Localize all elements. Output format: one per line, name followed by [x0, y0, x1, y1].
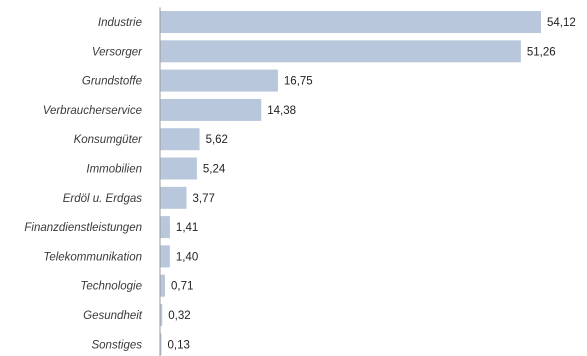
category-label: Immobilien [86, 164, 142, 176]
bar [160, 69, 278, 92]
value-label: 1,41 [176, 222, 198, 234]
category-label: Grundstoffe [82, 76, 142, 88]
category-label: Sonstiges [91, 339, 142, 351]
category-label: Technologie [80, 281, 142, 293]
category-label: Gesundheit [83, 310, 143, 322]
value-label: 3,77 [193, 193, 215, 205]
bar [160, 245, 170, 268]
bar [160, 157, 197, 180]
category-label: Telekommunikation [43, 251, 142, 263]
bar [160, 274, 165, 297]
value-label: 1,40 [176, 251, 198, 263]
bar [160, 98, 262, 121]
category-label: Versorger [92, 46, 143, 58]
bar [160, 186, 187, 209]
category-label: Erdöl u. Erdgas [63, 193, 143, 205]
bar [160, 304, 163, 326]
value-label: 54,12 [547, 17, 576, 29]
bar [160, 40, 521, 63]
value-label: 0,32 [168, 310, 190, 322]
bar [160, 216, 170, 239]
value-label: 0,13 [168, 339, 190, 351]
value-labels: 54,12 51,26 16,75 14,38 5,62 5,24 3,77 1,41 1,40… [168, 17, 576, 351]
category-label: Verbraucherservice [43, 105, 142, 117]
category-label: Konsumgüter [74, 134, 144, 146]
value-label: 16,75 [284, 76, 313, 88]
category-label: Finanzdienstleistungen [24, 222, 142, 234]
value-label: 5,62 [206, 134, 228, 146]
value-label: 51,26 [527, 46, 556, 58]
bar [160, 333, 162, 356]
bars [160, 11, 541, 356]
bar [160, 11, 541, 33]
bar [160, 128, 200, 151]
category-labels: Industrie Versorger Grundstoffe Verbraucher… [24, 17, 143, 351]
category-label: Industrie [98, 17, 142, 29]
value-label: 0,71 [171, 281, 193, 293]
value-label: 14,38 [267, 105, 296, 117]
value-label: 5,24 [203, 164, 226, 176]
